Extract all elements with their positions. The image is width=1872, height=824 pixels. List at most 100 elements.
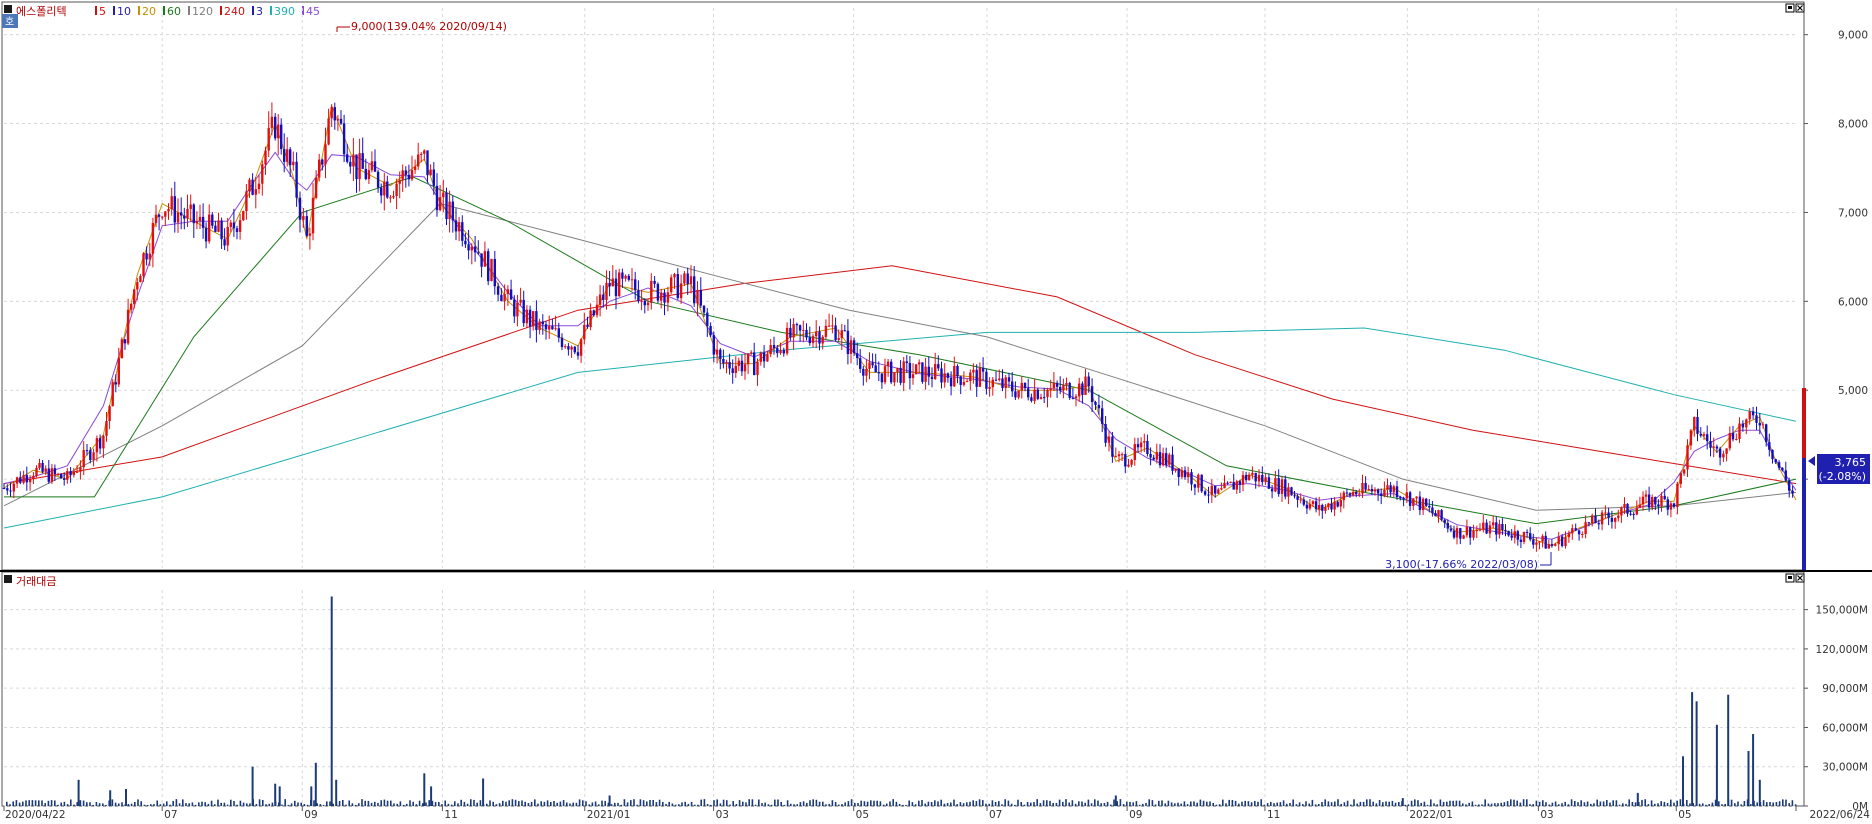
x-tick-label-13: 2022/06/24 — [1809, 809, 1870, 820]
volume-bar — [118, 803, 120, 806]
candle-body — [849, 340, 853, 354]
price-window-controls[interactable] — [1785, 3, 1805, 13]
candle-body — [985, 371, 988, 389]
volume-bar — [1772, 802, 1774, 806]
candle-body — [342, 123, 346, 155]
candle-body — [1081, 383, 1084, 395]
volume-bar — [246, 803, 248, 806]
volume-bar — [1113, 799, 1115, 806]
volume-bar — [1574, 801, 1576, 806]
volume-bar — [1007, 800, 1010, 806]
high-annotation: 9,000(139.04% 2020/09/14) — [336, 20, 507, 33]
volume-bar — [575, 802, 578, 806]
volume-bar — [44, 803, 46, 806]
volume-bar — [89, 802, 91, 806]
x-tick-label-1: 07 — [164, 809, 177, 820]
candle-body — [646, 302, 650, 306]
candle-body — [1408, 492, 1412, 506]
ma-legend-label-2: 20 — [142, 5, 156, 18]
panel-menu-icon[interactable] — [4, 5, 12, 13]
volume-tick-label-1: 120,000M — [1816, 644, 1868, 656]
volume-bar-18 — [1691, 692, 1694, 806]
candle-body — [1465, 527, 1469, 536]
candle-body — [195, 221, 199, 224]
volume-bar — [1362, 801, 1365, 806]
candle-body — [69, 471, 72, 476]
candle-body — [1235, 481, 1238, 490]
volume-bar — [25, 800, 27, 806]
volume-legend: 거래대금 — [4, 575, 56, 588]
candle-body — [1210, 485, 1213, 496]
candle-body — [737, 360, 740, 366]
candle-body — [373, 161, 377, 172]
volume-bar — [313, 800, 315, 806]
candle-body — [490, 259, 493, 281]
volume-bar — [1343, 802, 1346, 806]
volume-bar — [927, 801, 930, 806]
candle-body — [1437, 510, 1440, 517]
volume-window-controls[interactable] — [1785, 573, 1805, 583]
volume-bar — [127, 804, 130, 806]
candle-body — [346, 154, 349, 162]
volume-bar — [1545, 802, 1547, 806]
volume-bar — [1526, 799, 1528, 806]
candle-body — [1620, 507, 1623, 516]
volume-bar — [258, 799, 261, 806]
volume-bar — [822, 801, 824, 806]
volume-bar — [1705, 804, 1707, 806]
candle-body — [627, 275, 630, 280]
candle-body — [1267, 477, 1271, 489]
x-tick-label-2: 09 — [304, 809, 317, 820]
candle-body — [1791, 490, 1794, 494]
volume-bar — [1234, 800, 1237, 806]
candle-body — [120, 339, 124, 359]
candle-body — [896, 367, 899, 373]
candle-body — [1498, 524, 1501, 535]
candle-body — [1383, 489, 1386, 496]
volume-bar — [895, 801, 898, 806]
volume-bar — [713, 800, 715, 806]
volume-bar — [1388, 801, 1390, 806]
volume-bar-8 — [330, 596, 333, 806]
candle-body — [818, 331, 821, 344]
volume-bar — [1766, 802, 1768, 806]
candle-body — [1425, 498, 1428, 506]
volume-bar — [1148, 799, 1150, 806]
volume-bar — [188, 803, 190, 806]
volume-bar-11 — [430, 786, 433, 806]
candle-body — [1068, 383, 1071, 398]
candle-body — [1327, 503, 1330, 508]
candle-body — [314, 177, 318, 198]
volume-bar — [1737, 801, 1739, 806]
volume-bar — [415, 804, 418, 806]
candle-body — [108, 406, 111, 421]
volume-bar — [1513, 799, 1515, 806]
order-icon[interactable] — [2, 14, 18, 28]
ma-legend-swatch-3 — [163, 6, 165, 15]
candle-body — [1001, 378, 1004, 389]
volume-bar — [1250, 802, 1253, 806]
volume-bar — [921, 800, 923, 806]
candle-body — [235, 228, 239, 232]
candle-body — [1660, 495, 1663, 507]
candle-body — [1709, 441, 1712, 448]
candle-body — [298, 197, 302, 220]
volume-bar — [1506, 801, 1509, 806]
volume-bar — [143, 804, 146, 806]
volume-bar — [418, 800, 421, 806]
volume-panel-menu-icon[interactable] — [4, 575, 12, 583]
x-tick-label-7: 07 — [989, 809, 1002, 820]
candle-body — [254, 189, 257, 195]
candle-body — [1311, 501, 1315, 505]
volume-bar — [1196, 802, 1198, 806]
candle-body — [1706, 434, 1709, 441]
x-tick-label-12: 05 — [1678, 809, 1691, 820]
volume-bar — [710, 804, 712, 806]
volume-bar — [639, 799, 642, 806]
volume-bar — [1228, 799, 1230, 806]
candle-body — [487, 251, 490, 282]
volume-bar — [1788, 803, 1790, 806]
volume-bar — [425, 802, 427, 806]
candle-body — [605, 282, 608, 300]
volume-bar — [969, 801, 971, 806]
